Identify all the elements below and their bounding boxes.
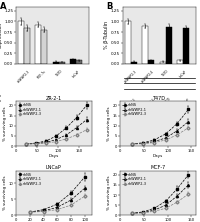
Text: T47D: T47D — [161, 69, 170, 78]
Legend: shNS, shWWP2-1, shWWP2-3: shNS, shWWP2-1, shWWP2-3 — [18, 103, 42, 117]
Text: shWWP2-4: shWWP2-4 — [144, 97, 156, 110]
Bar — [76, 60, 82, 64]
Bar — [41, 30, 47, 64]
Bar — [183, 28, 189, 64]
Text: LnCaP: LnCaP — [72, 69, 81, 79]
Text: LnCaP: LnCaP — [182, 97, 191, 106]
Bar — [59, 62, 65, 64]
Bar — [24, 28, 30, 64]
Text: A: A — [0, 2, 6, 11]
X-axis label: Days: Days — [49, 154, 59, 158]
Text: shWWP2-3: shWWP2-3 — [125, 97, 138, 110]
Text: B: B — [106, 2, 113, 11]
Bar — [177, 60, 183, 64]
Title: ZR-2-1: ZR-2-1 — [46, 96, 62, 101]
Bar — [125, 22, 131, 64]
Legend: shNS, shWWP2-1, shWWP2-3: shNS, shWWP2-1, shWWP2-3 — [122, 172, 147, 186]
Text: T47D: T47D — [55, 69, 63, 78]
Title: MCF-7: MCF-7 — [151, 165, 166, 170]
Bar — [18, 22, 24, 64]
X-axis label: Days: Days — [153, 154, 163, 158]
Text: shWWP2-3: shWWP2-3 — [123, 69, 138, 84]
Legend: shNS, shWWP2-1, shWWP2-3: shNS, shWWP2-1, shWWP2-3 — [122, 103, 147, 117]
Legend: shNS, shWWP2-1, shWWP2-3: shNS, shWWP2-1, shWWP2-3 — [18, 172, 42, 186]
Bar — [148, 60, 154, 64]
Text: shWWP2-3: shWWP2-3 — [17, 69, 31, 84]
Y-axis label: Relative mRNA
expression: Relative mRNA expression — [0, 17, 3, 54]
Text: C: C — [0, 95, 1, 104]
Bar — [142, 26, 148, 64]
Bar — [131, 61, 137, 64]
Text: LnCaP: LnCaP — [178, 69, 188, 79]
Title: LNCaP: LNCaP — [46, 165, 62, 170]
Y-axis label: % surviving cells: % surviving cells — [3, 176, 7, 210]
Bar — [160, 61, 166, 64]
Bar — [166, 26, 172, 64]
Bar — [70, 59, 76, 64]
Y-axis label: % surviving cells: % surviving cells — [107, 106, 111, 141]
Y-axis label: % β-Tubulin: % β-Tubulin — [104, 21, 109, 49]
Title: T47D: T47D — [152, 96, 165, 101]
Text: MCF-7s: MCF-7s — [36, 69, 47, 80]
Y-axis label: % surviving cells: % surviving cells — [107, 176, 111, 210]
Bar — [53, 61, 59, 64]
Y-axis label: % surviving cells: % surviving cells — [3, 106, 7, 141]
Text: shWWP2-4: shWWP2-4 — [141, 69, 155, 84]
Text: T47D: T47D — [164, 97, 172, 105]
Bar — [35, 25, 41, 64]
